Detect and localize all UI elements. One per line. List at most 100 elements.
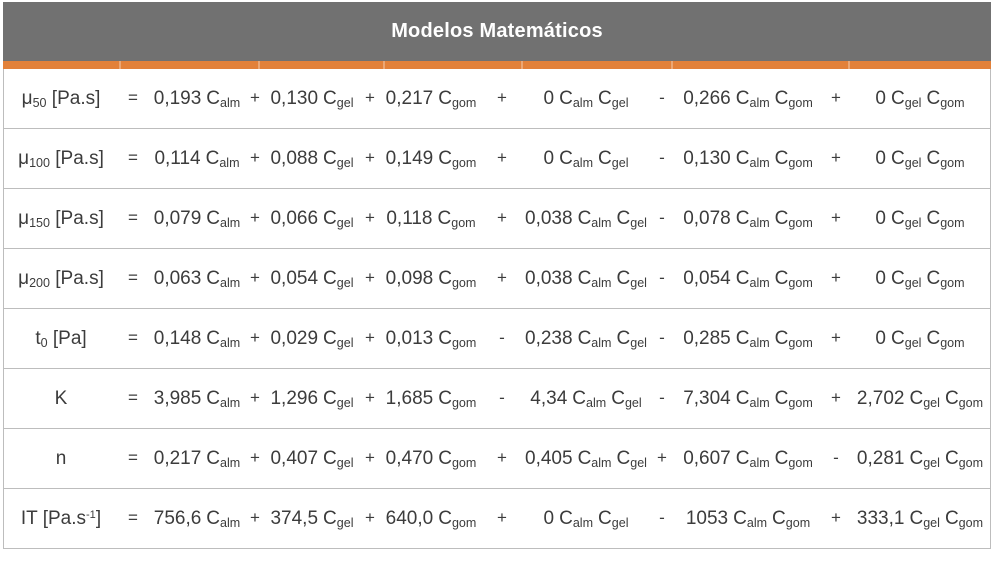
term-cell: 4,34 Calm Cgel (522, 388, 650, 410)
term-cell: 0 Calm Cgel (522, 508, 650, 530)
variable-subscript: gel (630, 215, 647, 230)
variable-subscript: alm (220, 275, 241, 290)
equals-sign: = (128, 507, 138, 527)
operator-sign: + (831, 507, 841, 527)
term-cell: 0,130 Cgel (264, 88, 360, 110)
variable-base: C (598, 507, 612, 529)
operator-sign: - (659, 267, 665, 287)
variable-subscript: gom (451, 275, 477, 290)
variable-base: C (735, 87, 750, 109)
text-part: K (54, 387, 68, 409)
variable: Cgom (945, 388, 983, 410)
coefficient-value: 0 (543, 87, 555, 109)
variable-subscript: gel (336, 155, 354, 170)
operator-sign: - (659, 507, 665, 527)
variable-subscript: gel (923, 455, 940, 470)
variable-subscript: gel (336, 395, 354, 410)
coefficient-value: 0,281 (856, 447, 905, 469)
variable: Cgom (775, 148, 813, 170)
variable-subscript: gom (451, 155, 477, 170)
coefficient-value: 0,405 (525, 447, 573, 469)
text-part: IT [Pa.s (20, 507, 87, 529)
variable-subscript: gel (336, 335, 354, 350)
variable-subscript: gom (788, 95, 813, 110)
variable-subscript: gel (904, 95, 922, 110)
variable-base: C (926, 207, 941, 229)
lhs-label: n (4, 448, 118, 470)
term-cell: 640,0 Cgom (380, 508, 482, 530)
term-cell: 0,217 Calm (148, 448, 246, 470)
operator-sign: + (497, 147, 507, 167)
variable-subscript: gom (940, 335, 965, 350)
variable-subscript: gom (788, 275, 813, 290)
coefficient-value: 0,114 (154, 147, 201, 169)
variable: Cgom (945, 448, 983, 470)
variable: Calm (578, 208, 612, 230)
coefficient-value: 0,066 (270, 207, 319, 229)
equation-row: μ150 [Pa.s] = 0,079 Calm +0,066 Cgel +0,118 Cgo… (4, 189, 990, 249)
operator-sign: - (499, 387, 505, 407)
variable: Calm (206, 148, 240, 170)
variable: Calm (206, 88, 240, 110)
variable-base: C (559, 87, 573, 109)
term-cell: 0 Calm Cgel (522, 88, 650, 110)
variable: Cgom (775, 208, 813, 230)
equals-sign: = (128, 207, 138, 227)
variable-base: C (772, 507, 786, 529)
column-divider-tick (848, 61, 850, 69)
coefficient-value: 0,054 (683, 267, 731, 289)
table-header: Modelos Matemáticos (3, 2, 991, 61)
variable: Cgom (775, 88, 813, 110)
variable-subscript: gom (451, 515, 477, 530)
equation-row: K = 3,985 Calm +1,296 Cgel +1,685 Cgom -4,34 Calm… (4, 369, 990, 429)
variable-base: C (206, 207, 221, 229)
coefficient-value: 0 (543, 507, 555, 529)
text-part: μ (21, 87, 33, 109)
variable-base: C (323, 267, 337, 289)
variable-subscript: alm (220, 395, 241, 410)
variable: Calm (733, 508, 767, 530)
equals-sign: = (128, 147, 138, 167)
operator-sign: + (250, 147, 260, 167)
variable-subscript: alm (749, 215, 770, 230)
variable-base: C (616, 327, 631, 349)
variable: Cgel (323, 267, 353, 290)
column-divider-tick (383, 61, 385, 69)
variable-subscript: alm (749, 395, 770, 410)
variable-base: C (323, 387, 337, 409)
subscript: 200 (29, 275, 50, 290)
variable-base: C (944, 507, 959, 529)
variable: Cgom (926, 267, 964, 290)
lhs-label: μ50 [Pa.s] (4, 88, 118, 110)
operator-sign: + (365, 507, 375, 527)
variable-base: C (598, 147, 612, 169)
term-cell: 0,038 Calm Cgel (522, 268, 650, 290)
variable-base: C (323, 507, 337, 529)
operator-sign: + (831, 207, 841, 227)
operator-sign: + (365, 327, 375, 347)
variable-base: C (598, 87, 612, 109)
term-cell: 0,118 Cgom (380, 208, 482, 230)
coefficient-value: 0,038 (525, 207, 573, 229)
variable-base: C (909, 387, 924, 409)
variable-base: C (323, 87, 337, 109)
variable-base: C (774, 387, 789, 409)
variable-base: C (616, 267, 631, 289)
coefficient-value: 0,130 (683, 147, 731, 169)
table-title: Modelos Matemáticos (391, 20, 603, 42)
column-divider-tick (521, 61, 523, 69)
variable-base: C (926, 267, 941, 289)
variable-base: C (438, 507, 452, 529)
variable-base: C (774, 267, 789, 289)
operator-sign: + (250, 387, 260, 407)
variable-subscript: gom (788, 215, 813, 230)
variable: Calm (572, 388, 606, 410)
coefficient-value: 1053 (685, 507, 729, 529)
variable: Cgom (438, 88, 476, 110)
variable: Cgom (438, 268, 477, 290)
variable-subscript: alm (749, 275, 770, 290)
coefficient-value: 0,088 (270, 147, 319, 169)
variable-subscript: alm (219, 155, 240, 170)
coefficient-value: 0,098 (385, 267, 434, 289)
variable-base: C (323, 327, 337, 349)
